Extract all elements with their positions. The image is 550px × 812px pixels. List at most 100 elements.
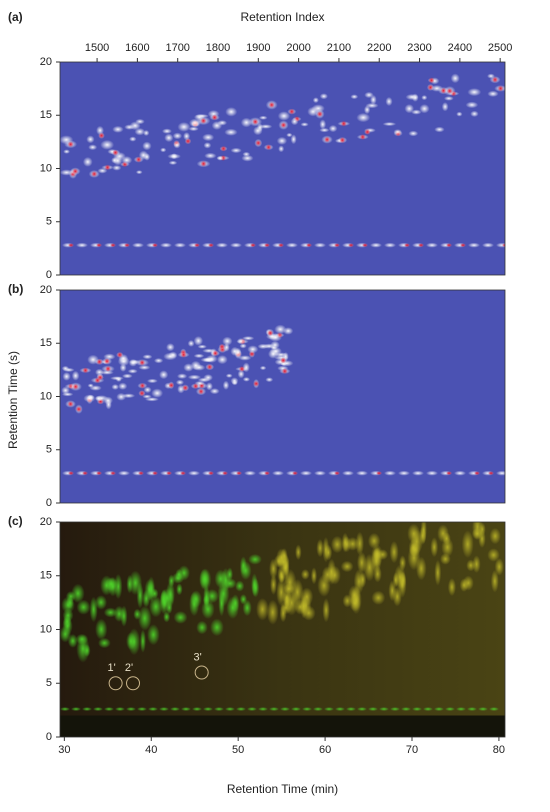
spot	[88, 144, 98, 151]
spot	[60, 707, 70, 712]
spot	[270, 574, 278, 596]
spot	[71, 707, 81, 712]
spot	[148, 707, 158, 712]
annotation-label: 1'	[108, 662, 116, 674]
spot	[87, 354, 99, 365]
spot	[160, 242, 172, 248]
spot	[210, 618, 224, 637]
spot	[121, 156, 133, 165]
spot	[135, 170, 143, 175]
spot	[300, 122, 309, 127]
panel-label: (a)	[8, 10, 23, 24]
spot	[487, 90, 499, 97]
spot	[489, 527, 501, 545]
spot	[187, 374, 202, 380]
spot	[276, 136, 288, 145]
spot	[355, 531, 364, 556]
spot	[474, 471, 480, 476]
spot	[242, 151, 251, 157]
spot	[139, 359, 146, 366]
spot	[86, 135, 95, 144]
spot	[382, 122, 397, 127]
spot	[230, 147, 242, 154]
spot	[364, 128, 371, 135]
x-tick-label: 50	[232, 744, 244, 756]
spot	[272, 470, 284, 476]
spot	[426, 242, 438, 248]
spot	[61, 365, 70, 371]
spot	[187, 340, 195, 347]
spot	[168, 160, 178, 165]
spot	[330, 535, 344, 554]
spot	[434, 707, 444, 712]
spot	[470, 110, 479, 118]
spot	[129, 136, 137, 142]
spot	[223, 343, 230, 352]
spot	[428, 77, 435, 84]
spot	[93, 707, 103, 712]
spot	[138, 365, 151, 371]
spot	[248, 553, 262, 565]
spot	[302, 707, 312, 712]
spot	[441, 102, 449, 112]
spot	[278, 145, 285, 153]
spot	[258, 115, 268, 120]
spot	[310, 567, 318, 585]
spot	[496, 470, 505, 476]
spot	[306, 243, 312, 248]
annotation-circle	[108, 676, 123, 691]
spot	[356, 551, 367, 574]
spot	[490, 569, 499, 593]
x-tick-label: 2500	[488, 42, 512, 54]
spot	[96, 243, 102, 248]
spot	[67, 633, 78, 648]
spot	[238, 355, 252, 361]
x-tick-label: 2400	[448, 42, 472, 54]
band	[60, 715, 505, 737]
spot	[176, 583, 183, 596]
spot	[412, 707, 422, 712]
spot	[225, 373, 233, 378]
spot	[170, 707, 180, 712]
spot	[471, 527, 483, 540]
spot	[373, 565, 382, 583]
spot	[348, 243, 354, 248]
spot	[363, 105, 371, 115]
spot	[443, 96, 454, 101]
annotation-circle	[126, 676, 141, 691]
spot	[203, 707, 213, 712]
spot	[62, 608, 74, 623]
spot	[194, 243, 200, 248]
y-tick-label: 10	[40, 162, 52, 174]
spot	[137, 707, 147, 712]
spot	[418, 243, 424, 248]
spot	[277, 111, 291, 121]
spot	[241, 336, 255, 341]
spot	[222, 380, 230, 390]
spot	[144, 578, 155, 601]
spot	[136, 582, 144, 609]
spot	[198, 388, 205, 395]
spot	[177, 565, 190, 581]
spot	[283, 568, 297, 597]
spot	[203, 584, 210, 611]
spot	[159, 370, 169, 380]
spot	[319, 127, 330, 133]
texture	[60, 73, 505, 248]
spot	[478, 707, 488, 712]
spot	[208, 471, 214, 476]
spot	[276, 548, 287, 567]
spot	[384, 470, 396, 476]
spot	[216, 155, 224, 161]
spot	[177, 122, 191, 132]
spot	[76, 242, 88, 248]
x-tick-label: 40	[145, 744, 157, 756]
spot	[487, 548, 500, 562]
spot	[265, 377, 274, 383]
spot	[135, 156, 142, 163]
spot	[122, 373, 133, 379]
spot	[174, 242, 186, 248]
spot	[160, 589, 168, 610]
spot	[389, 540, 399, 564]
x-tick-label: 1900	[246, 42, 270, 54]
